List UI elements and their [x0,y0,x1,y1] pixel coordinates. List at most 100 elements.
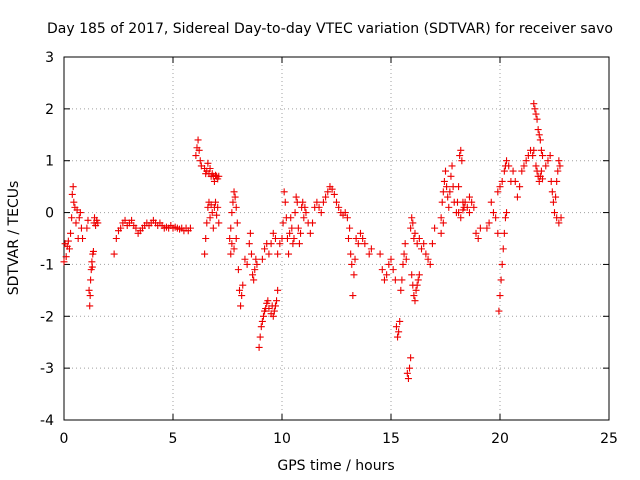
data-point [500,167,508,175]
data-point [529,152,537,160]
data-point [281,198,289,206]
data-point [253,260,261,268]
data-point [235,286,243,294]
data-point [420,240,428,248]
data-point [437,214,445,222]
data-point [448,162,456,170]
data-point [492,214,500,222]
data-point [442,167,449,175]
data-point [215,172,223,180]
data-point [557,214,565,222]
data-point [426,260,434,268]
data-point [465,209,473,217]
data-point [239,281,247,289]
x-axis-label: GPS time / hours [277,458,394,474]
data-point [230,188,238,196]
data-point [247,250,255,258]
data-point [499,245,507,253]
data-point [509,167,517,175]
data-point [530,146,538,154]
data-point [70,198,78,206]
data-point [418,245,426,253]
data-point [196,157,204,165]
data-point [531,105,539,113]
data-point [455,183,463,191]
data-point [503,209,511,217]
data-point [234,266,242,274]
data-point [500,229,508,237]
data-point [463,203,471,211]
data-point [457,146,465,154]
data-point [346,224,354,232]
data-point [497,276,505,284]
data-point [408,214,416,222]
data-point [532,110,540,118]
data-point [415,235,423,242]
data-point [516,183,524,191]
data-point [399,260,407,268]
data-point [62,253,70,261]
data-point [274,286,282,294]
data-point [121,216,129,224]
data-point [554,167,562,175]
data-point [315,203,323,211]
data-point [231,193,239,201]
data-point [347,250,355,258]
data-point [67,229,75,237]
data-point [503,157,511,165]
data-point [288,224,296,232]
data-point [397,286,405,294]
y-tick-label: -1 [40,257,54,273]
data-point [378,266,386,274]
data-point [94,219,102,227]
data-point [352,235,360,242]
data-point [230,245,238,253]
data-point [128,216,136,224]
data-point [287,214,295,222]
data-point [520,162,528,170]
data-point [245,240,253,248]
data-point [476,224,484,232]
data-point [195,146,203,154]
data-point [546,152,554,160]
data-point [539,175,547,183]
plot-frame [63,56,610,421]
data-point [395,328,403,336]
data-point [413,240,421,248]
x-tick-labels: 0 5 10 15 20 25 [60,431,618,447]
data-point [68,190,76,198]
data-point [530,100,538,108]
data-point [553,177,561,185]
data-point [84,216,92,224]
data-point [209,224,217,232]
data-point [536,136,544,144]
data-point [428,240,436,248]
data-point [249,271,257,279]
data-point [498,260,506,268]
data-point [333,198,340,206]
data-point [461,198,469,206]
data-point [438,198,446,206]
data-point [556,162,564,170]
data-point [537,167,545,175]
data-point [214,203,222,211]
data-point [283,235,291,242]
data-point [273,297,281,305]
data-point [367,245,375,253]
data-point [290,235,298,242]
data-point [391,276,399,284]
data-point [365,250,373,258]
data-point [522,157,530,165]
data-point [252,255,260,263]
data-point [313,198,321,206]
data-point [65,245,73,253]
data-point [489,209,497,217]
data-point [233,219,241,227]
y-tick-label: -3 [40,361,54,377]
data-point [458,157,466,165]
data-point [555,157,563,165]
data-point [409,219,417,227]
data-point [444,193,452,201]
data-point [350,271,358,279]
data-point [85,286,93,294]
